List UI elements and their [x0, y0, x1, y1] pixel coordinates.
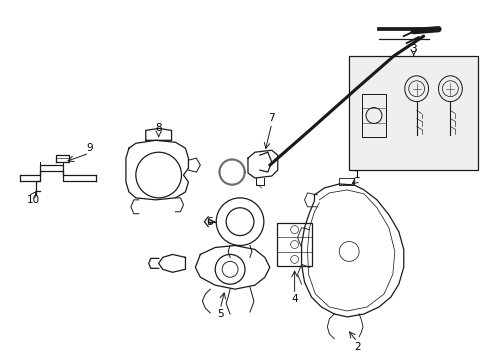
Text: 6: 6 [205, 217, 212, 227]
Text: 7: 7 [268, 113, 275, 123]
Text: 3: 3 [409, 44, 416, 54]
Text: 8: 8 [155, 123, 162, 134]
Text: 9: 9 [86, 143, 92, 153]
Text: 2: 2 [353, 342, 360, 352]
Bar [276, 223, 312, 266]
Text: 1: 1 [353, 170, 360, 180]
Bar [348, 56, 477, 170]
Text: 5: 5 [217, 309, 223, 319]
Bar [361, 94, 385, 137]
Text: 10: 10 [27, 195, 40, 205]
Text: 4: 4 [291, 294, 297, 304]
